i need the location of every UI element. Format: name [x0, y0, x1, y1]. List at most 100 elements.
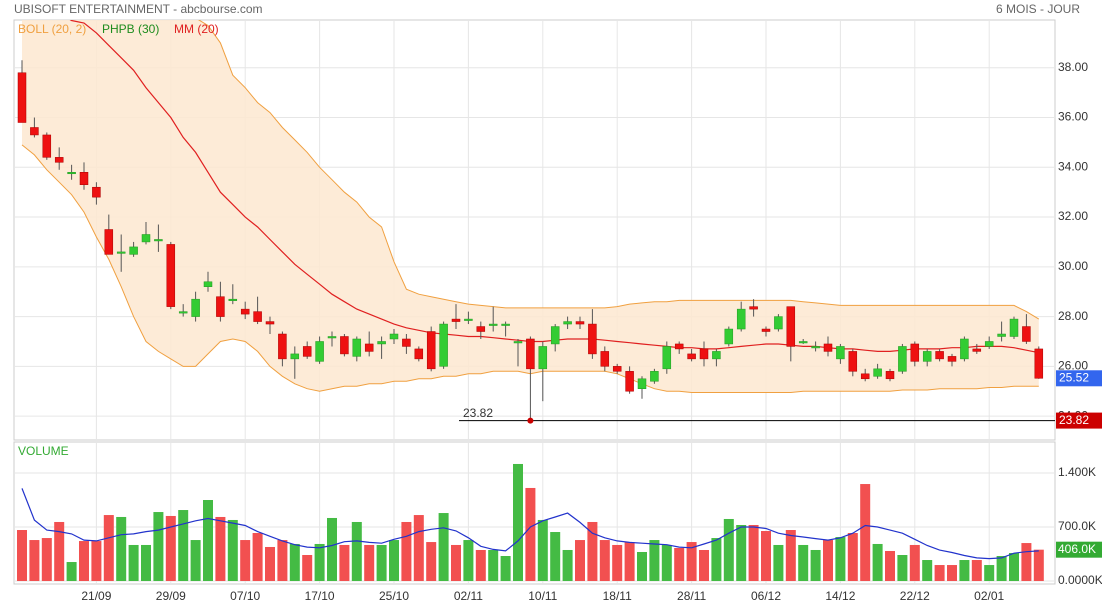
bollinger-fill [22, 20, 1039, 393]
pane-title: VOLUME [18, 444, 69, 458]
volume-bar [215, 516, 226, 581]
candle-body [749, 306, 758, 310]
volume-bar [103, 515, 114, 581]
candle-body [836, 346, 845, 360]
volume-bar [785, 530, 796, 581]
volume-tag-label: 406.0K [1058, 542, 1096, 556]
candle-body [426, 331, 436, 370]
min-dot [527, 417, 534, 424]
candle-body [712, 351, 721, 360]
volume-bar [599, 540, 610, 581]
candle-body [488, 323, 498, 326]
candle-body [203, 281, 213, 287]
candle-body [352, 338, 362, 357]
candle-body [364, 343, 374, 352]
volume-tag [1056, 541, 1102, 558]
candle-body [811, 346, 820, 349]
volume-bar [252, 533, 263, 581]
candle-body [265, 321, 275, 325]
candle-body [984, 341, 994, 347]
candle-body [625, 371, 634, 392]
candle-body [116, 251, 126, 254]
volume-bar [488, 549, 499, 581]
candle-body [935, 351, 944, 360]
candle-body [30, 127, 39, 136]
candle-body [278, 333, 287, 360]
volume-bar [661, 544, 672, 581]
volume-bar [17, 530, 27, 581]
candle-body [575, 321, 585, 325]
x-tick-label: 28/11 [677, 589, 706, 603]
price-pane [13, 19, 1056, 441]
volume-bar [1009, 552, 1019, 581]
period-label: 6 MOIS - JOUR [996, 2, 1080, 16]
volume-bar [773, 544, 784, 581]
candle-body [92, 186, 101, 198]
y-tick-label: 0.0000K [1058, 573, 1102, 587]
volume-bar [41, 538, 52, 581]
volume-bar [351, 521, 362, 581]
x-tick-label: 02/11 [454, 589, 483, 603]
candle-body [1034, 348, 1044, 379]
bollinger-upper [197, 20, 1040, 320]
volume-bar [612, 544, 623, 581]
candle-body [501, 323, 510, 326]
x-tick-label: 29/09 [156, 589, 186, 603]
volume-bar [451, 544, 461, 581]
candle-body [451, 318, 461, 322]
candle-body [327, 336, 337, 339]
volume-bar [413, 515, 424, 581]
chart-title: UBISOFT ENTERTAINMENT - abcbourse.com [14, 2, 263, 16]
candle-body [774, 316, 783, 330]
volume-bar [624, 542, 635, 581]
volume-bar [500, 556, 511, 581]
y-tick-label: 34.00 [1058, 159, 1088, 173]
volume-bar [190, 540, 201, 581]
y-tick-label: 38.00 [1058, 60, 1088, 74]
volume-bar [674, 547, 685, 581]
candle-body [1022, 326, 1031, 342]
min-tag [1056, 412, 1102, 429]
y-tick-label: 26.00 [1058, 359, 1088, 373]
volume-bar [116, 516, 127, 581]
volume-bar [327, 517, 337, 581]
volume-bar [860, 484, 871, 581]
candle-body [240, 308, 250, 315]
candle-body [439, 323, 448, 367]
candle-body [42, 134, 52, 158]
candle-body [166, 244, 176, 307]
x-tick-label: 02/01 [974, 589, 1004, 603]
volume-bar [736, 524, 747, 581]
candle-body [538, 346, 548, 370]
candle-body [637, 378, 647, 389]
volume-bar [178, 510, 189, 581]
candle-body [724, 328, 734, 345]
volume-bar [289, 543, 300, 581]
volume-bar [984, 565, 995, 581]
volume-bar [798, 544, 809, 581]
min-tag-label: 23.82 [1059, 413, 1089, 427]
candle-body [389, 333, 399, 340]
volume-bar [711, 538, 722, 581]
volume-bar [389, 540, 399, 581]
candle-body [972, 348, 982, 352]
candle-body [898, 346, 907, 372]
candle-body [191, 298, 200, 317]
volume-bar [1033, 549, 1044, 581]
x-tick-label: 21/09 [81, 589, 111, 603]
volume-bar [550, 532, 561, 581]
volume-bar [847, 533, 858, 581]
volume-bar [265, 546, 275, 581]
candle-body [848, 351, 858, 372]
volume-bar [277, 540, 288, 581]
last-tag-label: 25.52 [1059, 370, 1089, 384]
candle-body [550, 326, 560, 345]
volume-bar [934, 565, 945, 581]
volume-bar [79, 541, 89, 581]
candle-body [674, 343, 684, 350]
y-tick-label: 700.0K [1058, 519, 1096, 533]
volume-pane [13, 441, 1056, 585]
candle-body [154, 239, 163, 242]
x-tick-label: 25/10 [379, 589, 409, 603]
volume-bar [723, 518, 734, 581]
